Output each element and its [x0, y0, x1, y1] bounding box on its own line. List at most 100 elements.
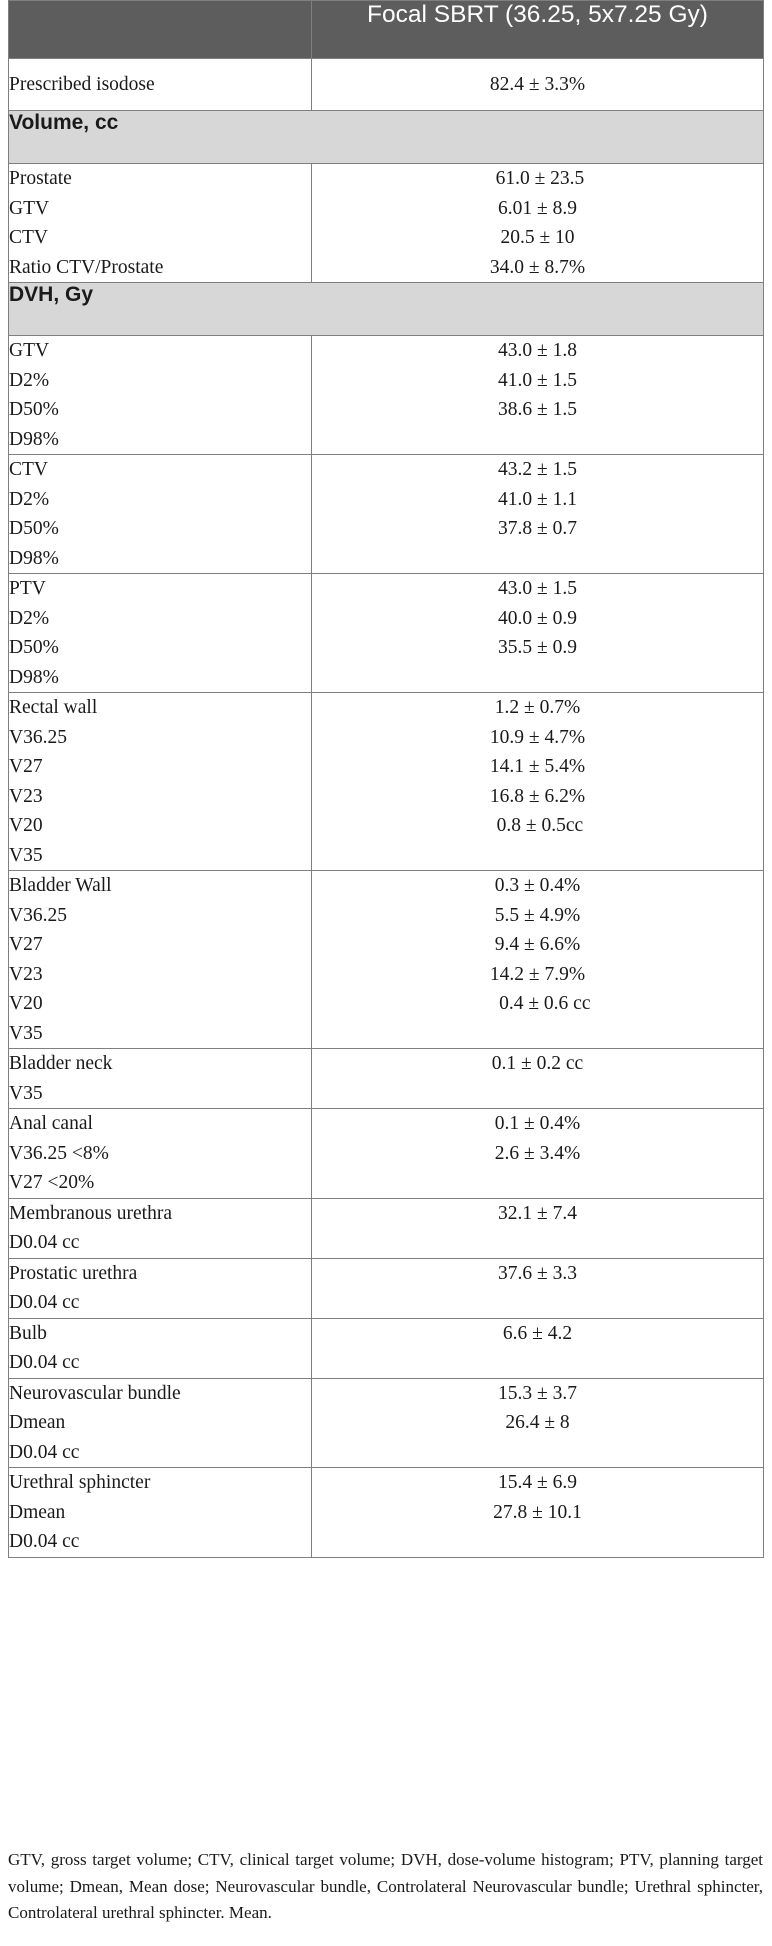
parameter-label: D0.04 cc — [9, 1232, 80, 1253]
value-text: 10.9 ± 4.7% — [489, 726, 586, 748]
parameter-label: CTV — [9, 459, 48, 480]
parameter-cell: Urethral sphincter Dmean D0.04 cc — [8, 1467, 312, 1558]
parameter-label: V36.25 — [9, 726, 67, 748]
parameter-cell: Prostate GTV CTV Ratio CTV/Prostate — [8, 163, 312, 283]
parameter-label: D50% — [9, 399, 59, 420]
parameter-label: D2% — [9, 488, 50, 510]
value-cell: 1.2 ± 0.7% 10.9 ± 4.7% 14.1 ± 5.4% 16.8 ± 6… — [311, 692, 764, 871]
parameter-cell: PTV D2% D50% D98% — [8, 573, 312, 693]
value-cell: 0.1 ± 0.2 cc — [311, 1048, 764, 1109]
value-text: 0.1 ± 0.4% — [494, 1113, 581, 1134]
parameter-label: D2% — [9, 369, 50, 391]
parameter-label: D0.04 cc — [9, 1441, 80, 1463]
table-row: Bulb D0.04 cc 6.6 ± 4.2 — [8, 1317, 764, 1379]
table-row: Urethral sphincter Dmean D0.04 cc 15.4 ± 6.… — [8, 1467, 764, 1558]
parameter-cell: Prescribed isodose — [8, 58, 312, 111]
value-text: 6.6 ± 4.2 — [502, 1322, 573, 1344]
parameter-cell: Bladder neck V35 — [8, 1048, 312, 1109]
parameter-label: D50% — [9, 518, 59, 539]
table-row: Membranous urethra D0.04 cc 32.1 ± 7.4 — [8, 1197, 764, 1259]
parameter-label: V23 — [9, 785, 43, 807]
parameter-cell: Bulb D0.04 cc — [8, 1317, 312, 1379]
parameter-label: D50% — [9, 637, 59, 658]
parameter-label: V23 — [9, 963, 43, 985]
parameter-label: Bladder neck — [9, 1053, 113, 1074]
parameter-label: GTV — [9, 197, 50, 219]
parameter-label: Urethral sphincter — [9, 1472, 151, 1493]
value-text: 35.5 ± 0.9 — [498, 637, 577, 658]
parameter-label: Bladder Wall — [9, 875, 112, 896]
parameter-label: V35 — [9, 844, 43, 866]
parameter-label: Dmean — [9, 1501, 66, 1523]
value-cell: 43.0 ± 1.5 40.0 ± 0.9 35.5 ± 0.9 — [311, 573, 764, 693]
table-header-row: Focal SBRT (36.25, 5x7.25 Gy) — [8, 0, 764, 59]
value-cell: 43.0 ± 1.8 41.0 ± 1.5 38.6 ± 1.5 — [311, 335, 764, 455]
parameter-cell: Neurovascular bundle Dmean D0.04 cc — [8, 1377, 312, 1468]
value-text: 41.0 ± 1.1 — [498, 488, 577, 510]
table-row: Rectal wall V36.25 V27 V23 V20 V35 1.2 ± 0.7% 1… — [8, 692, 764, 871]
table-row: Bladder Wall V36.25 V27 V23 V20 V35 0.3 ± 0.4%… — [8, 870, 764, 1049]
section-row: DVH, Gy — [8, 282, 764, 336]
parameter-label: D0.04 cc — [9, 1531, 80, 1552]
value-text: 0.3 ± 0.4% — [494, 875, 581, 896]
parameter-label: Anal canal — [9, 1113, 93, 1134]
value-text: 16.8 ± 6.2% — [489, 785, 586, 807]
section-row: Volume, cc — [8, 110, 764, 164]
table-row: PTV D2% D50% D98% 43.0 ± 1.5 40.0 ± 0.9 35.5 ±… — [8, 573, 764, 693]
value-cell: 0.1 ± 0.4% 2.6 ± 3.4% — [311, 1108, 764, 1199]
parameter-label: Ratio CTV/Prostate — [9, 256, 164, 278]
parameter-label: Prostatic urethra — [9, 1262, 138, 1284]
header-cell-focal-sbrt: Focal SBRT (36.25, 5x7.25 Gy) — [311, 0, 764, 59]
value-text: 43.0 ± 1.8 — [498, 340, 577, 361]
parameter-label: D2% — [9, 607, 50, 629]
value-text: 34.0 ± 8.7% — [489, 256, 586, 278]
value-text: 1.2 ± 0.7% — [494, 697, 581, 718]
value-text: 37.8 ± 0.7 — [498, 518, 577, 539]
parameter-label: Bulb — [9, 1322, 47, 1344]
value-text: 61.0 ± 23.5 — [490, 168, 585, 189]
value-text: 15.4 ± 6.9 — [498, 1472, 577, 1493]
parameter-label: V27 — [9, 756, 43, 777]
value-text: 20.5 ± 10 — [500, 227, 575, 248]
value-cell: 0.3 ± 0.4% 5.5 ± 4.9% 9.4 ± 6.6% 14.2 ± 7.9… — [311, 870, 764, 1049]
parameter-cell: Anal canal V36.25 <8% V27 <20% — [8, 1108, 312, 1199]
parameter-label: V36.25 <8% — [9, 1142, 109, 1164]
parameter-label: PTV — [9, 578, 46, 599]
value-text: 38.6 ± 1.5 — [498, 399, 577, 420]
section-heading: Volume, cc — [8, 110, 764, 164]
value-text: 6.01 ± 8.9 — [498, 197, 577, 219]
value-text: 37.6 ± 3.3 — [498, 1262, 577, 1284]
value-cell: 82.4 ± 3.3% — [311, 58, 764, 111]
value-text: 5.5 ± 4.9% — [494, 904, 581, 926]
value-text: 32.1 ± 7.4 — [498, 1202, 577, 1224]
parameter-label: CTV — [9, 227, 48, 248]
value-text: 9.4 ± 6.6% — [494, 934, 581, 955]
value-text: 40.0 ± 0.9 — [498, 607, 577, 629]
value-text: 26.4 ± 8 — [505, 1412, 570, 1433]
value-cell: 32.1 ± 7.4 — [311, 1197, 764, 1259]
value-cell: 15.3 ± 3.7 26.4 ± 8 — [311, 1377, 764, 1468]
parameter-cell: GTV D2% D50% D98% — [8, 335, 312, 455]
value-text: 14.2 ± 7.9% — [489, 963, 586, 985]
table-row: CTV D2% D50% D98% 43.2 ± 1.5 41.0 ± 1.1 37.8 ±… — [8, 454, 764, 574]
value-text: 2.6 ± 3.4% — [494, 1142, 581, 1164]
value-text: 82.4 ± 3.3% — [489, 73, 586, 95]
parameter-label: D98% — [9, 666, 59, 688]
parameter-label: Dmean — [9, 1412, 66, 1433]
parameter-label: Prescribed isodose — [9, 73, 155, 95]
parameter-cell: Bladder Wall V36.25 V27 V23 V20 V35 — [8, 870, 312, 1049]
parameter-cell: Rectal wall V36.25 V27 V23 V20 V35 — [8, 692, 312, 871]
value-text: 43.2 ± 1.5 — [498, 459, 577, 480]
value-text: 27.8 ± 10.1 — [493, 1501, 582, 1523]
header-cell-parameter — [8, 0, 312, 59]
parameter-label: Neurovascular bundle — [9, 1382, 181, 1404]
value-text: 0.8 ± 0.5cc — [491, 815, 584, 836]
value-cell: 6.6 ± 4.2 — [311, 1317, 764, 1379]
table-row: Neurovascular bundle Dmean D0.04 cc 15.3 ± … — [8, 1377, 764, 1468]
section-heading: DVH, Gy — [8, 282, 764, 336]
parameter-label: Prostate — [9, 168, 72, 189]
parameter-label: D98% — [9, 428, 59, 450]
value-cell: 43.2 ± 1.5 41.0 ± 1.1 37.8 ± 0.7 — [311, 454, 764, 574]
table-row: GTV D2% D50% D98% 43.0 ± 1.8 41.0 ± 1.5 38.6 ±… — [8, 335, 764, 455]
value-cell: 15.4 ± 6.9 27.8 ± 10.1 — [311, 1467, 764, 1558]
